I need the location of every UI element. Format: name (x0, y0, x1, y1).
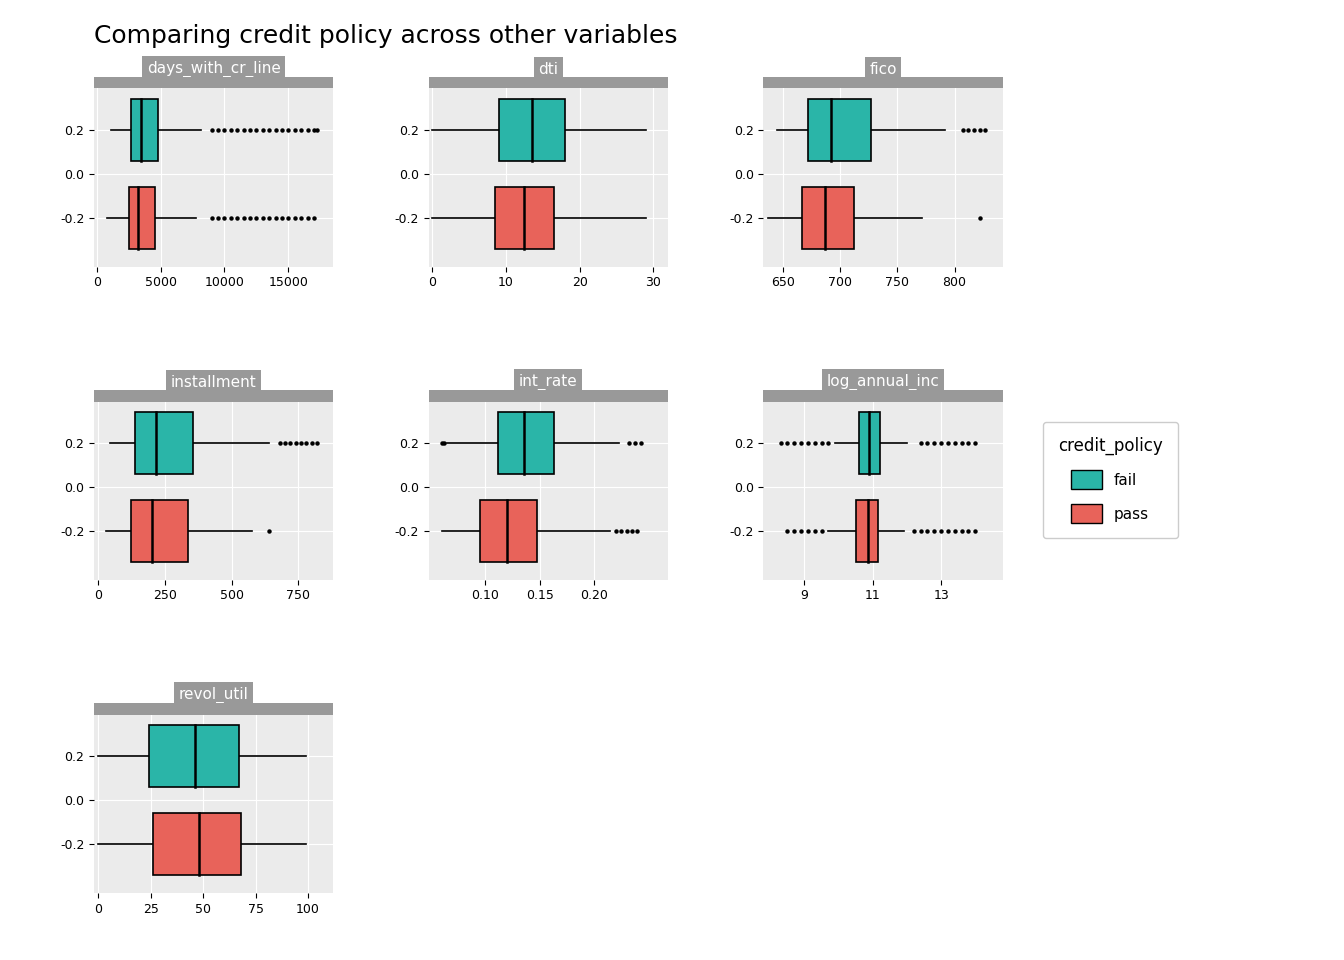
Bar (859, 412, 879, 474)
Bar (802, 187, 853, 249)
Bar (132, 99, 159, 160)
Bar (94, 703, 333, 714)
Bar (94, 390, 333, 401)
Title: log_annual_inc: log_annual_inc (827, 373, 939, 390)
Bar (429, 390, 668, 401)
Title: revol_util: revol_util (179, 686, 249, 703)
Bar (149, 725, 239, 787)
Bar (480, 500, 538, 562)
Title: installment: installment (171, 375, 257, 390)
Bar (763, 77, 1003, 88)
Bar (136, 412, 194, 474)
Bar (856, 500, 878, 562)
Bar (153, 813, 241, 876)
Bar (763, 390, 1003, 401)
Bar (132, 500, 188, 562)
Bar (495, 187, 554, 249)
Title: fico: fico (870, 61, 896, 77)
Title: int_rate: int_rate (519, 373, 578, 390)
Bar (499, 412, 554, 474)
Bar (429, 77, 668, 88)
Legend: fail, pass: fail, pass (1043, 421, 1177, 539)
Title: dti: dti (539, 61, 558, 77)
Bar (499, 99, 564, 160)
Text: Comparing credit policy across other variables: Comparing credit policy across other var… (94, 24, 677, 48)
Bar (808, 99, 871, 160)
Title: days_with_cr_line: days_with_cr_line (146, 60, 281, 77)
Bar (129, 187, 156, 249)
Bar (94, 77, 333, 88)
